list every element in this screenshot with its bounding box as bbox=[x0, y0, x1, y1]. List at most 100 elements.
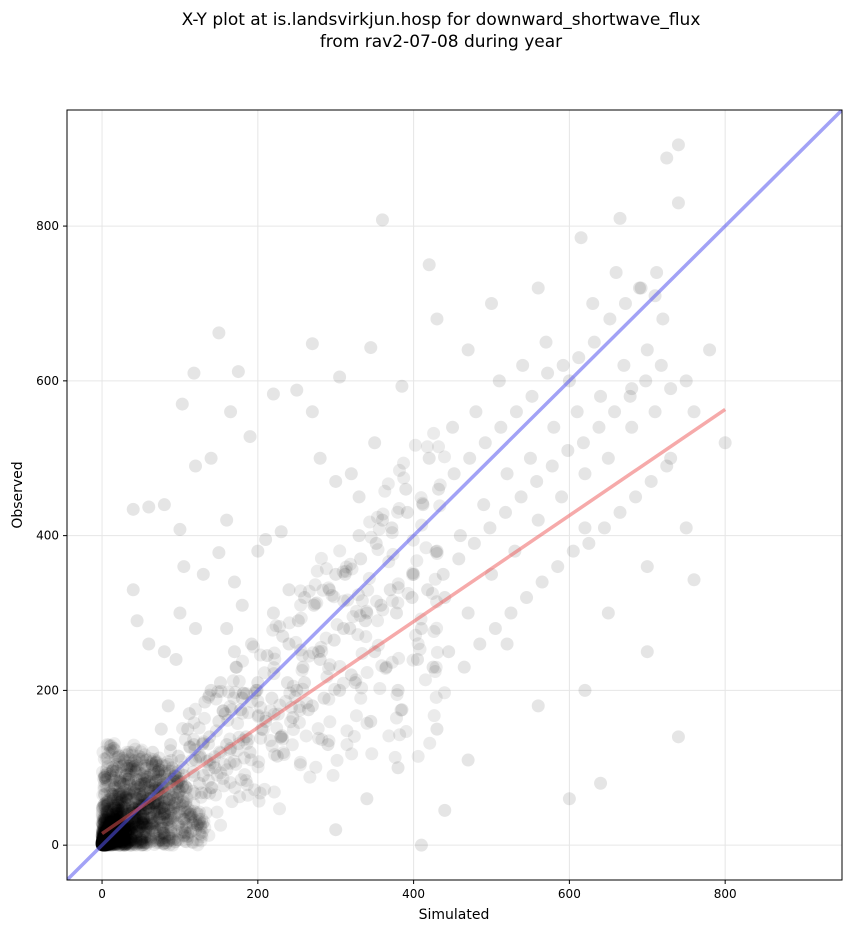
scatter-point bbox=[107, 808, 121, 822]
scatter-point bbox=[389, 606, 403, 620]
scatter-point bbox=[151, 797, 165, 811]
scatter-point bbox=[251, 694, 265, 708]
scatter-point bbox=[131, 792, 145, 806]
scatter-point bbox=[178, 783, 192, 797]
scatter-point bbox=[108, 838, 122, 852]
scatter-point bbox=[405, 591, 419, 605]
scatter-point bbox=[98, 838, 112, 852]
scatter-point bbox=[601, 606, 615, 620]
scatter-point bbox=[578, 467, 592, 481]
scatter-point bbox=[128, 838, 142, 852]
scatter-point bbox=[155, 801, 169, 815]
scatter-point bbox=[322, 734, 336, 748]
scatter-point bbox=[340, 738, 354, 752]
scatter-point bbox=[95, 834, 109, 848]
scatter-point bbox=[127, 781, 141, 795]
scatter-point bbox=[514, 490, 528, 504]
scatter-point bbox=[125, 833, 139, 847]
scatter-point bbox=[107, 811, 121, 825]
scatter-point bbox=[122, 823, 136, 837]
scatter-point bbox=[98, 838, 112, 852]
scatter-point bbox=[134, 836, 148, 850]
scatter-point bbox=[130, 826, 144, 840]
scatter-point bbox=[131, 779, 145, 793]
scatter-point bbox=[388, 750, 402, 764]
scatter-point bbox=[138, 748, 152, 762]
scatter-point bbox=[293, 755, 307, 769]
scatter-point bbox=[105, 810, 119, 824]
scatter-point bbox=[461, 343, 475, 357]
scatter-point bbox=[123, 836, 137, 850]
scatter-point bbox=[97, 812, 111, 826]
scatter-point bbox=[105, 764, 119, 778]
scatter-point bbox=[179, 780, 193, 794]
scatter-point bbox=[433, 499, 447, 513]
scatter-point bbox=[180, 791, 194, 805]
scatter-point bbox=[147, 767, 161, 781]
scatter-point bbox=[220, 763, 234, 777]
scatter-point bbox=[133, 836, 147, 850]
scatter-point bbox=[671, 730, 685, 744]
scatter-point bbox=[166, 838, 180, 852]
scatter-point bbox=[99, 838, 113, 852]
scatter-point bbox=[140, 832, 154, 846]
scatter-point bbox=[411, 652, 425, 666]
scatter-point bbox=[371, 543, 385, 557]
scatter-point bbox=[108, 789, 122, 803]
scatter-point bbox=[97, 832, 111, 846]
scatter-point bbox=[301, 703, 315, 717]
scatter-point bbox=[115, 835, 129, 849]
scatter-point bbox=[374, 598, 388, 612]
scatter-point bbox=[149, 775, 163, 789]
scatter-point bbox=[425, 586, 439, 600]
scatter-point bbox=[148, 816, 162, 830]
scatter-point bbox=[147, 814, 161, 828]
scatter-point bbox=[143, 830, 157, 844]
scatter-point bbox=[209, 788, 223, 802]
scatter-point bbox=[167, 797, 181, 811]
scatter-point bbox=[617, 358, 631, 372]
scatter-point bbox=[150, 799, 164, 813]
scatter-point bbox=[679, 374, 693, 388]
scatter-point bbox=[427, 709, 441, 723]
scatter-point bbox=[177, 829, 191, 843]
scatter-point bbox=[99, 837, 113, 851]
scatter-point bbox=[128, 742, 142, 756]
scatter-point bbox=[113, 771, 127, 785]
scatter-point bbox=[119, 837, 133, 851]
scatter-point bbox=[106, 794, 120, 808]
scatter-point bbox=[136, 768, 150, 782]
scatter-point bbox=[107, 781, 121, 795]
scatter-point bbox=[178, 733, 192, 747]
scatter-point bbox=[121, 822, 135, 836]
scatter-point bbox=[240, 736, 254, 750]
scatter-point bbox=[122, 786, 136, 800]
scatter-point bbox=[185, 810, 199, 824]
scatter-point bbox=[114, 806, 128, 820]
scatter-point bbox=[129, 831, 143, 845]
scatter-point bbox=[101, 751, 115, 765]
scatter-point bbox=[133, 816, 147, 830]
scatter-point bbox=[115, 835, 129, 849]
scatter-point bbox=[142, 817, 156, 831]
scatter-point bbox=[364, 530, 378, 544]
scatter-point bbox=[280, 676, 294, 690]
scatter-point bbox=[145, 811, 159, 825]
scatter-point bbox=[337, 621, 351, 635]
scatter-point bbox=[133, 834, 147, 848]
scatter-point bbox=[531, 281, 545, 295]
scatter-point bbox=[139, 770, 153, 784]
scatter-point bbox=[108, 806, 122, 820]
scatter-point bbox=[182, 808, 196, 822]
scatter-point bbox=[110, 792, 124, 806]
scatter-point bbox=[146, 745, 160, 759]
scatter-point bbox=[100, 805, 114, 819]
scatter-point bbox=[116, 789, 130, 803]
scatter-point bbox=[118, 838, 132, 852]
scatter-point bbox=[186, 823, 200, 837]
scatter-point bbox=[438, 803, 452, 817]
scatter-point bbox=[574, 231, 588, 245]
scatter-point bbox=[103, 811, 117, 825]
scatter-point bbox=[97, 779, 111, 793]
scatter-point bbox=[126, 837, 140, 851]
